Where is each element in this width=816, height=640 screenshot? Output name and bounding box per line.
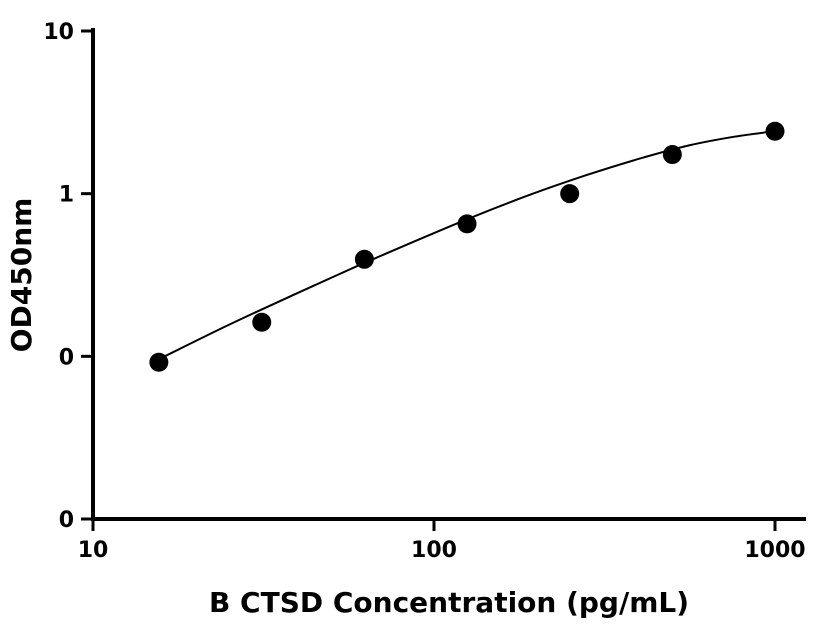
- x-tick-label-0: 10: [78, 538, 109, 563]
- x-ticks: 10 100 1000: [78, 519, 806, 563]
- y-tick-label-3: 10: [43, 20, 74, 45]
- x-axis-title: B CTSD Concentration (pg/mL): [209, 586, 689, 619]
- y-tick-label-2: 1: [59, 183, 74, 208]
- fit-curve: [158, 130, 776, 361]
- y-ticks: 0 0 1 10: [43, 20, 93, 533]
- x-tick-label-2: 1000: [744, 538, 805, 563]
- data-point-4: [560, 184, 580, 204]
- data-point-2: [354, 249, 374, 269]
- axes: [91, 28, 806, 521]
- data-point-5: [662, 145, 682, 165]
- y-tick-label-1: 0: [59, 345, 74, 370]
- data-point-1: [252, 312, 272, 332]
- data-points: [149, 121, 785, 372]
- data-point-0: [149, 352, 169, 372]
- y-axis-title: OD450nm: [5, 198, 38, 353]
- y-tick-label-0: 0: [59, 508, 74, 533]
- data-point-3: [457, 214, 477, 234]
- x-tick-label-1: 100: [411, 538, 457, 563]
- data-point-6: [765, 121, 785, 141]
